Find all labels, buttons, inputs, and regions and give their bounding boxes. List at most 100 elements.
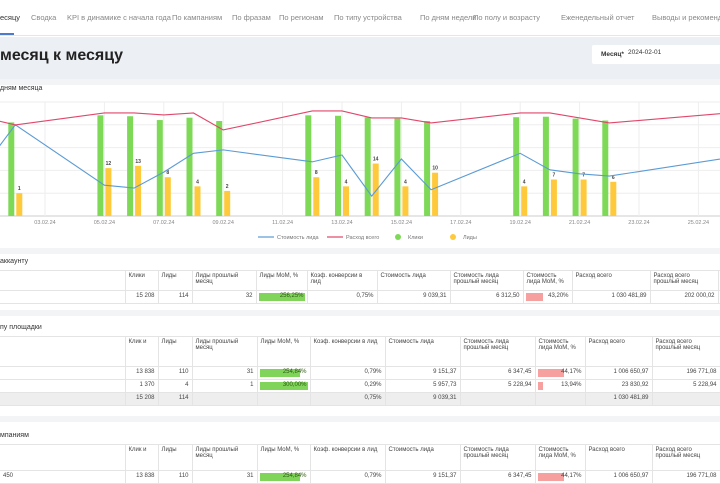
column-header[interactable]: Лиды [157, 270, 193, 291]
table-cell: 43,20% [522, 290, 573, 304]
month-input[interactable] [628, 49, 718, 56]
column-header[interactable]: Расход всего [584, 444, 653, 471]
tab-6[interactable]: По типу устройства [334, 13, 402, 22]
column-header[interactable]: Стоимость лида прошлый месяц [459, 336, 536, 367]
tab-1[interactable]: Сводка [31, 13, 57, 22]
table-cell: 114 [157, 290, 193, 304]
report-table: Клик и Лиды Лиды прошлый месяц Лиды MoM, % К… [0, 336, 720, 406]
clicks-bar [156, 120, 163, 216]
clicks-bar [364, 117, 371, 216]
tab-3[interactable]: По кампаниям [172, 13, 223, 22]
table-cell: 1 006 650,97 [584, 470, 653, 484]
table-cell: 1 030 481,89 [584, 392, 653, 406]
column-header[interactable]: Стоимость лида MoM, % [534, 444, 586, 471]
legend-item[interactable]: Расход всего [346, 235, 379, 241]
column-header[interactable]: Стоимость лида MoM, % [534, 336, 586, 367]
column-header[interactable]: Лиды прошлый месяц [191, 270, 257, 291]
legend-item[interactable]: Стоимость лида [277, 235, 320, 241]
column-header[interactable]: Лиды MoM, % [256, 444, 311, 471]
table-cell [0, 379, 126, 393]
table-cell: 0,75% [309, 392, 386, 406]
tab-8[interactable]: По полу и возрасту [473, 13, 540, 22]
table-cell: 1 370 [124, 379, 159, 393]
table-cell: 32 [191, 290, 257, 304]
column-header[interactable]: Клики [124, 270, 159, 291]
table-cell: 110 [157, 470, 193, 484]
x-tick-label: 19.02.24 [509, 220, 530, 226]
legend-item[interactable]: Клики [408, 235, 423, 241]
leads-mom-bar [259, 369, 300, 377]
table-cell: 0,79% [309, 366, 386, 380]
table-row: 1 370 4 1 300,00% 0,29% 5 957,73 5 228,94 13,94… [0, 379, 720, 393]
clicks-bar [424, 121, 431, 216]
table-cell-value: 44,17% [561, 369, 582, 375]
tab-7[interactable]: По дням недели [420, 13, 477, 22]
leads-data-label: 1 [18, 186, 21, 192]
table-cell: 9 151,37 [384, 470, 461, 484]
leads-data-label: 13 [135, 159, 141, 165]
tab-0[interactable]: есяцу [0, 13, 21, 22]
tab-5[interactable]: По регионам [279, 13, 324, 22]
page-header: месяц к месяцу Месяц* [0, 37, 720, 79]
column-header[interactable]: Лиды MoM, % [256, 336, 311, 367]
table-cell [0, 392, 126, 406]
table-cell: 0,75% [306, 290, 378, 304]
column-header[interactable]: Лиды MoM, % [255, 270, 308, 291]
column-header[interactable]: Лиды [157, 444, 193, 471]
spend-line [0, 110, 720, 131]
column-header[interactable] [0, 444, 126, 471]
column-header[interactable]: Лиды прошлый месяц [191, 444, 258, 471]
chart-title: дням месяца [0, 85, 43, 92]
table-cell: 31 [191, 470, 258, 484]
clicks-bar [394, 118, 401, 216]
table-cell-value: 300,00% [282, 382, 307, 388]
tab-10[interactable]: Выводы и рекомендации [652, 13, 720, 22]
column-header[interactable]: Клик и [124, 336, 159, 367]
column-header[interactable]: Расход всего прошлый месяц [651, 444, 720, 471]
clicks-bar [305, 115, 312, 216]
leads-bar [313, 177, 320, 216]
leads-mom-bar [259, 473, 300, 481]
leads-bar [343, 186, 349, 216]
column-header[interactable]: Стоимость лида [376, 270, 451, 291]
table-cell: 1 [191, 379, 258, 393]
column-header[interactable]: Коэф. конверсии в лид [309, 336, 386, 367]
table-cell [191, 392, 258, 406]
table-cell [0, 290, 126, 304]
table-cell: 4 [157, 379, 193, 393]
month-filter[interactable]: Месяц* [592, 45, 720, 64]
column-header[interactable] [0, 270, 126, 291]
column-header[interactable]: Стоимость лида прошлый месяц [459, 444, 536, 471]
leads-bar [372, 163, 379, 216]
column-header[interactable]: Лиды прошлый месяц [191, 336, 258, 367]
table-cell: 256,25% [255, 290, 308, 304]
table-cell: 254,84% [256, 366, 311, 380]
column-header[interactable]: Расход всего прошлый месяц [651, 336, 720, 367]
table-cell-value: 13,94% [561, 382, 582, 388]
column-header[interactable]: Коэф. конверсии в лид [309, 444, 386, 471]
leads-bar [521, 186, 528, 216]
column-header[interactable]: Расход всего [571, 270, 651, 291]
tab-4[interactable]: По фразам [232, 13, 271, 22]
column-header[interactable]: Стоимость лида [384, 444, 461, 471]
leads-mom-bar [259, 382, 308, 390]
leads-bar [224, 190, 231, 216]
leads-data-label: 2 [226, 184, 229, 190]
column-header[interactable]: Стоимость лида [384, 336, 461, 367]
clicks-bar [335, 115, 341, 216]
column-header[interactable] [0, 336, 126, 367]
legend-dot-icon [395, 234, 401, 240]
tab-9[interactable]: Еженедельный отчет [561, 13, 635, 22]
column-header[interactable]: Стоимость лида прошлый месяц [449, 270, 524, 291]
clicks-bar [127, 116, 134, 216]
legend-item[interactable]: Лиды [463, 235, 477, 241]
column-header[interactable]: Клик и [124, 444, 159, 471]
cost-mom-bar [537, 473, 564, 481]
column-header[interactable]: Расход всего прошлый месяц [649, 270, 719, 291]
column-header[interactable]: Коэф. конверсии в лид [306, 270, 378, 291]
column-header[interactable]: Стоимость лида MoM, % [522, 270, 573, 291]
column-header[interactable]: Расход всего [584, 336, 653, 367]
column-header[interactable]: Лиды [157, 336, 193, 367]
leads-data-label: 7 [553, 173, 556, 179]
tab-2[interactable]: KPI в динамике с начала года [67, 13, 171, 22]
